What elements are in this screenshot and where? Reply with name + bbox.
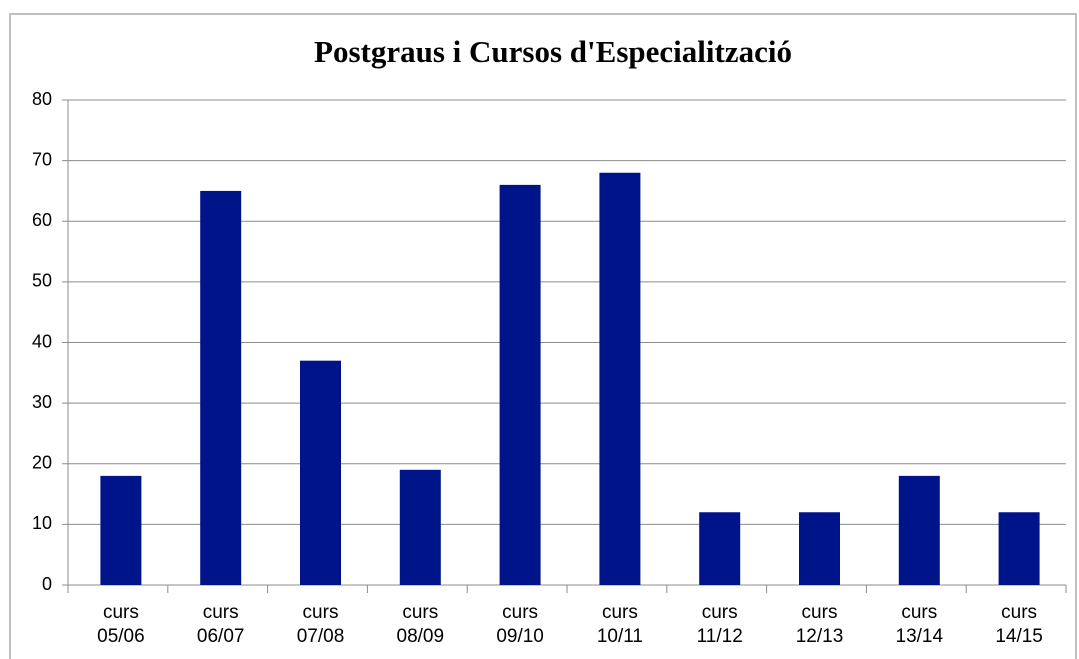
bar <box>998 512 1040 585</box>
bar <box>599 172 641 585</box>
y-tick-label: 50 <box>32 271 52 291</box>
x-tick-label: curs 08/09 <box>397 602 445 647</box>
y-tick-label: 40 <box>32 331 52 351</box>
bar <box>300 360 341 585</box>
x-tick-label: curs 13/14 <box>896 602 944 647</box>
x-tick-label: curs 06/07 <box>197 602 245 647</box>
x-tick-label: curs 10/11 <box>597 602 643 647</box>
chart-title: Postgraus i Cursos d'Especialització <box>314 34 792 69</box>
x-tick-label: curs 07/08 <box>297 602 345 647</box>
y-tick-label: 70 <box>32 149 52 169</box>
bar <box>699 512 741 585</box>
y-tick-label: 0 <box>42 574 52 594</box>
bar <box>200 190 242 585</box>
bar <box>898 475 940 585</box>
y-tick-label: 30 <box>32 392 52 412</box>
x-tick-label: curs 14/15 <box>995 602 1043 647</box>
y-tick-label: 20 <box>32 453 52 473</box>
x-tick-label: curs 11/12 <box>697 602 743 647</box>
y-tick-label: 80 <box>32 89 52 109</box>
bar <box>100 475 142 585</box>
y-tick-label: 60 <box>32 210 52 230</box>
y-tick-label: 10 <box>32 513 52 533</box>
chart-frame <box>9 13 1077 659</box>
x-tick-label: curs 12/13 <box>796 602 844 647</box>
x-tick-label: curs 09/10 <box>496 602 544 647</box>
bar <box>499 184 541 585</box>
x-tick-label: curs 05/06 <box>97 602 145 647</box>
bar <box>799 512 840 585</box>
bar <box>399 469 441 585</box>
